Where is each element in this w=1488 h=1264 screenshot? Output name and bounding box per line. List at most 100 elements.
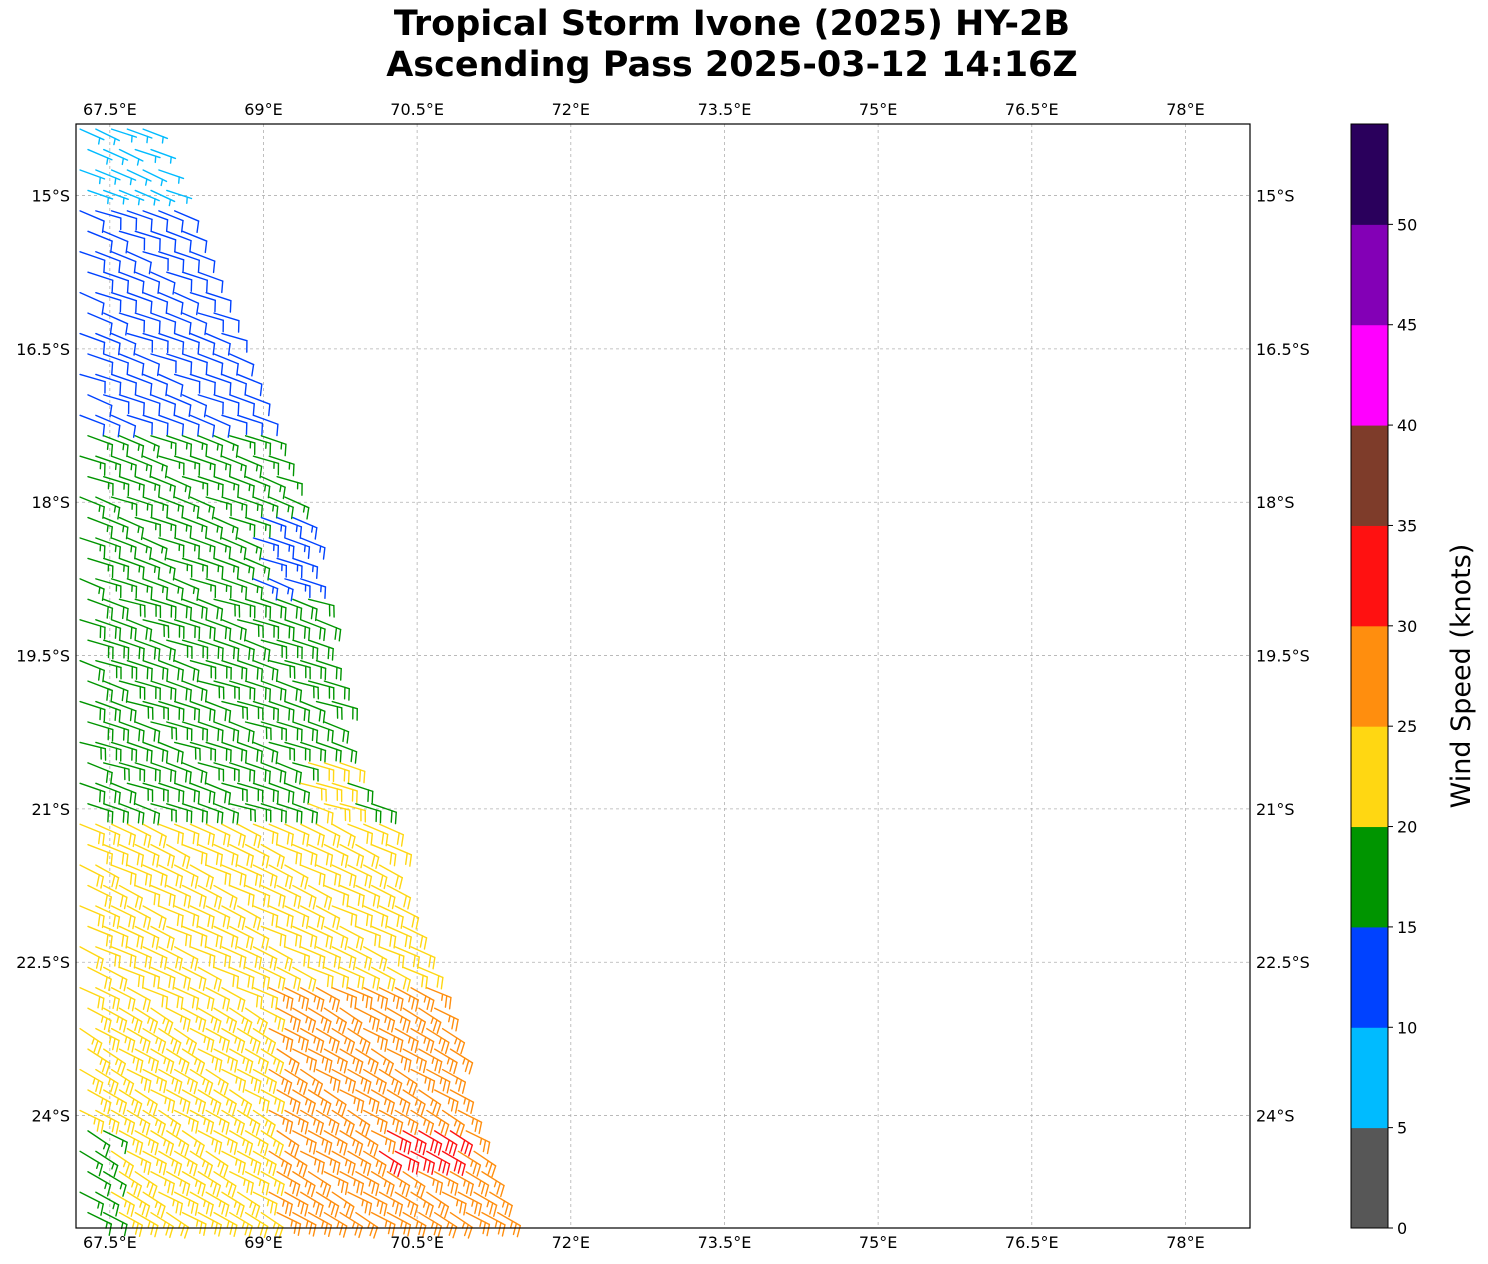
barb-feather [105,933,109,947]
barb-feather [259,465,263,479]
wind-barb [229,1171,254,1196]
barb-feather [157,1121,163,1134]
wind-barb [284,619,311,641]
barb-feather [305,1039,309,1053]
barb-shaft [103,271,130,282]
barb-feather [296,1101,301,1115]
barb-shaft [158,332,185,343]
barb-shaft [142,291,169,303]
wind-barb [323,762,350,784]
barb-feather [164,957,168,970]
wind-barb [150,312,177,335]
wind-barb [205,578,232,599]
wind-barb [118,1211,143,1238]
barb-half-feather [304,1180,308,1188]
barb-half-feather [479,1219,483,1228]
wind-barb [292,598,318,622]
barb-half-feather [359,1037,363,1045]
barb-feather [470,1101,475,1115]
wind-barb [434,1007,459,1032]
barb-half-feather [169,156,172,164]
barb-feather [118,260,121,274]
wind-barb [252,700,280,722]
barb-half-feather [162,1017,166,1025]
wind-barb [158,782,185,804]
wind-barb [197,435,224,458]
barb-half-feather [400,1055,404,1064]
barb-feather [141,975,145,989]
barb-half-feather [407,1118,411,1126]
barb-feather [340,1180,345,1194]
wind-barb [158,169,185,184]
wind-barb [110,251,137,274]
barb-feather [137,1185,143,1198]
wind-barb [355,1089,380,1115]
barb-half-feather [113,137,116,146]
barb-feather [173,403,176,417]
barb-feather [243,956,247,970]
barb-feather [344,855,349,868]
barb-feather [200,851,204,865]
barb-feather [150,504,153,518]
barb-feather [143,1078,148,1091]
barb-feather [93,1039,99,1053]
barb-feather [318,626,322,640]
wind-barb [103,148,129,166]
barb-feather [118,955,121,969]
barb-half-feather [140,1076,144,1084]
wind-barb [315,1027,340,1054]
barb-half-feather [203,1117,207,1126]
barb-feather [198,976,203,989]
barb-feather [381,1164,387,1177]
wind-barb [87,1171,112,1197]
barb-feather [204,771,208,785]
barb-feather [158,484,161,498]
wind-barb [339,884,365,908]
barb-feather [125,935,129,949]
barb-shaft [237,414,264,425]
barb-feather [322,1182,328,1196]
barb-feather [397,1164,403,1178]
wind-barb [118,598,146,618]
wind-barb [229,639,255,662]
wind-barb [150,435,177,456]
barb-feather [292,627,295,640]
barb-half-feather [161,136,164,144]
barb-half-feather [272,1221,277,1229]
wind-barb [244,639,271,662]
wind-barb [134,353,160,377]
barb-feather [491,1165,497,1178]
wind-barb [87,966,112,992]
barb-feather [341,1103,347,1117]
barb-feather [236,363,239,376]
wind-barb [276,1048,300,1075]
barb-feather [182,1181,187,1194]
barb-feather [391,978,396,992]
barb-feather [233,1224,238,1238]
barb-half-feather [256,503,259,511]
wind-barb [221,1068,247,1093]
barb-half-feather [170,1119,174,1127]
wind-barb [150,1089,176,1114]
wind-barb [244,1089,270,1114]
barb-half-feather [234,1118,238,1126]
wind-barb [79,251,106,273]
wind-barb [103,762,130,782]
wind-barb [221,373,247,396]
barb-half-feather [304,1098,309,1106]
barb-feather [208,1082,214,1095]
barb-feather [376,1019,380,1032]
barb-half-feather [431,1220,435,1229]
barb-feather [125,690,129,703]
barb-feather [127,1120,132,1133]
colorbar-tick-label: 0 [1397,1219,1407,1238]
wind-barb [386,925,412,949]
barb-feather [283,771,287,785]
barb-feather [453,1061,458,1075]
wind-barb [347,987,373,1010]
wind-barb [189,496,215,520]
barb-half-feather [289,1097,293,1105]
barb-feather [164,465,168,479]
barb-feather [287,1082,293,1095]
wind-barb [126,823,152,848]
